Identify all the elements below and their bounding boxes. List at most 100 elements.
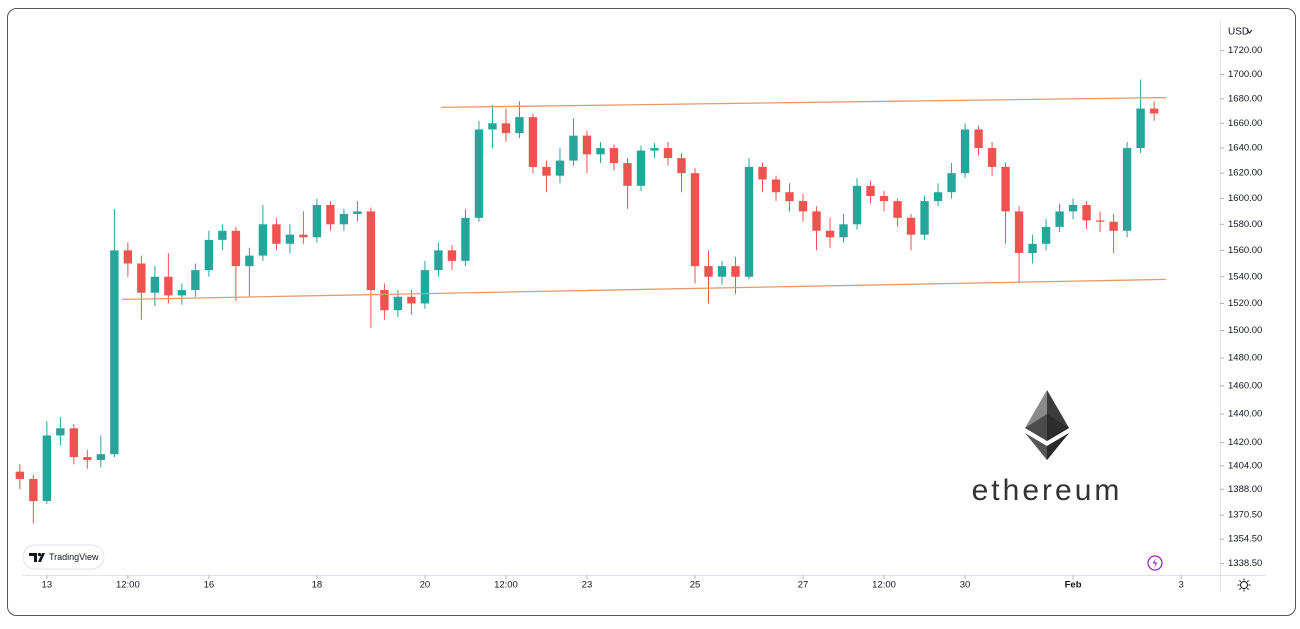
y-tick-label: 1338.50 (1228, 558, 1262, 569)
candle-body (785, 192, 794, 202)
candle-body (852, 185, 862, 225)
candle-body (596, 148, 605, 155)
y-tick-label: 1640.00 (1228, 143, 1262, 154)
watermark: ethereum (972, 474, 1123, 507)
candle-body (191, 270, 200, 291)
candle-body (1041, 226, 1051, 244)
frame (7, 8, 1296, 616)
x-tick-label: 16 (204, 580, 215, 591)
x-tick-label: Feb (1065, 580, 1082, 591)
bolt-icon[interactable] (1147, 555, 1163, 571)
candle-body (326, 204, 335, 225)
brand-badge[interactable] (22, 544, 105, 570)
candle-body (245, 255, 254, 267)
candle-body (717, 266, 727, 277)
candle-body (879, 196, 889, 202)
candle-body (339, 213, 349, 225)
currency-label[interactable]: USD (1228, 27, 1249, 38)
candle-body (798, 201, 808, 212)
candle-body (1028, 243, 1037, 253)
candle-body (812, 211, 821, 231)
x-tick-label: 27 (798, 580, 809, 591)
candle-body (636, 150, 646, 186)
y-tick-label: 1404.00 (1228, 460, 1262, 471)
candle-body (69, 428, 79, 458)
candle-body (825, 230, 835, 238)
y-tick-label: 1370.50 (1228, 510, 1262, 521)
candle-body (407, 296, 416, 304)
candle-body (704, 266, 713, 277)
y-tick-label: 1660.00 (1228, 118, 1262, 129)
candle-body (974, 129, 983, 149)
candle-body (920, 201, 929, 235)
settings-icon[interactable] (1237, 578, 1251, 592)
candle-body (285, 234, 295, 244)
candle-body (474, 129, 484, 218)
y-tick-label: 1500.00 (1228, 325, 1262, 336)
candle-body (218, 230, 227, 240)
candle-body (380, 290, 389, 311)
candle-body (447, 250, 457, 261)
candle-body (933, 192, 943, 202)
candle-body (137, 263, 146, 293)
candle-body (555, 160, 565, 176)
x-tick-label: 12:00 (872, 580, 896, 591)
candle-body (164, 276, 173, 296)
candle-body (1122, 148, 1132, 231)
candle-body (515, 117, 524, 134)
candle-body (528, 117, 538, 167)
candle-body (1068, 204, 1078, 212)
candle-body (56, 428, 65, 436)
candle-body (569, 135, 578, 161)
candle-body (542, 166, 551, 176)
candle-body (434, 250, 443, 271)
candle-body (987, 148, 997, 167)
y-tick-label: 1388.00 (1228, 484, 1262, 495)
x-tick-label: 20 (420, 580, 431, 591)
y-tick-label: 1520.00 (1228, 298, 1262, 309)
candle-body (42, 435, 52, 502)
y-tick-label: 1560.00 (1228, 245, 1262, 256)
x-tick-label: 25 (690, 580, 701, 591)
candle-body (83, 457, 92, 460)
candle-body (312, 204, 322, 238)
candle-body (204, 239, 214, 271)
y-tick-label: 1600.00 (1228, 193, 1262, 204)
candle-body (150, 276, 160, 293)
candle-body (488, 123, 497, 130)
candle-body (420, 270, 430, 304)
y-tick-label: 1680.00 (1228, 93, 1262, 104)
y-tick-label: 1460.00 (1228, 380, 1262, 391)
y-tick-label: 1580.00 (1228, 219, 1262, 230)
currency-caret[interactable] (1246, 29, 1253, 34)
candle-body (650, 148, 659, 151)
candle-body (893, 201, 902, 218)
x-tick-label: 18 (312, 580, 323, 591)
candle-body (1014, 211, 1024, 253)
candle-body (1082, 204, 1091, 221)
brand-label[interactable]: TradingView (49, 552, 99, 562)
x-tick-label: 12:00 (116, 580, 140, 591)
candle-body (29, 478, 38, 502)
candle-body (744, 166, 754, 277)
candle-body (960, 129, 970, 174)
x-tick-label: 23 (582, 580, 593, 591)
y-tick-label: 1354.50 (1228, 534, 1262, 545)
candle-body (1095, 220, 1105, 222)
candle-body (771, 179, 781, 193)
candle-body (15, 471, 25, 479)
trend-line (441, 96, 1166, 108)
candle-body (177, 290, 187, 296)
x-tick-label: 12:00 (494, 580, 518, 591)
candle-body (1109, 221, 1118, 231)
candle-body (690, 173, 700, 267)
candle-body (1149, 108, 1159, 114)
candle-body (393, 296, 403, 311)
candle-body (623, 163, 632, 186)
candle-body (609, 148, 619, 164)
candle-body (272, 224, 281, 244)
candle-body (353, 211, 362, 214)
x-tick-label: 3 (1178, 580, 1183, 591)
